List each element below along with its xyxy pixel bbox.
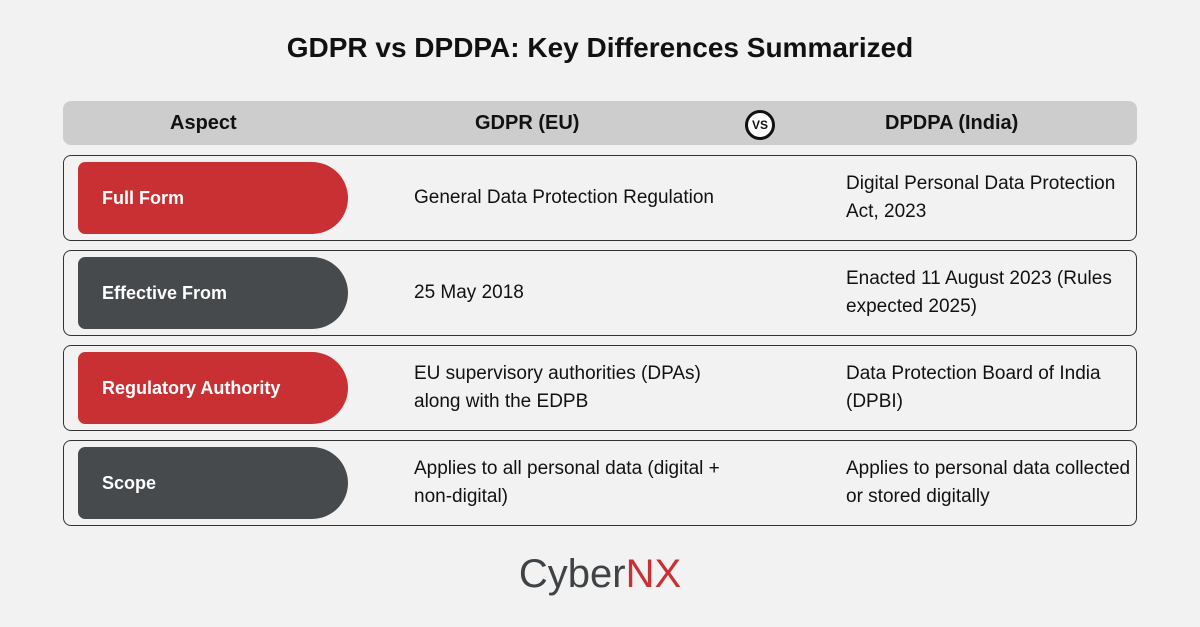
- gdpr-cell: EU supervisory authorities (DPAs) along …: [414, 363, 701, 412]
- table-header: Aspect GDPR (EU) VS DPDPA (India): [63, 101, 1137, 145]
- table-row: Scope Applies to all personal data (digi…: [63, 440, 1137, 526]
- table-row: Full Form General Data Protection Regula…: [63, 155, 1137, 241]
- gdpr-cell: Applies to all personal data (digital + …: [414, 458, 720, 507]
- aspect-pill: Regulatory Authority: [78, 352, 348, 424]
- logo-cyber: Cyber: [518, 552, 626, 596]
- table-row: Regulatory Authority EU supervisory auth…: [63, 345, 1137, 431]
- header-gdpr: GDPR (EU): [475, 112, 580, 134]
- gdpr-cell: 25 May 2018: [414, 282, 524, 303]
- vs-icon: VS: [745, 110, 775, 140]
- aspect-pill: Effective From: [78, 257, 348, 329]
- dpdpa-cell: Data Protection Board of India (DPBI): [846, 363, 1101, 412]
- logo-nx: NX: [625, 552, 682, 596]
- aspect-pill: Full Form: [78, 162, 348, 234]
- gdpr-cell: General Data Protection Regulation: [414, 187, 714, 208]
- dpdpa-cell: Applies to personal data collected or st…: [846, 458, 1131, 507]
- cybernx-logo: CyberNX: [0, 552, 1200, 597]
- header-dpdpa: DPDPA (India): [885, 112, 1019, 134]
- header-aspect: Aspect: [170, 112, 237, 134]
- dpdpa-cell: Enacted 11 August 2023 (Rules expected 2…: [846, 268, 1112, 317]
- page-title: GDPR vs DPDPA: Key Differences Summarize…: [286, 32, 914, 63]
- table-row: Effective From 25 May 2018 Enacted 11 Au…: [63, 250, 1137, 336]
- dpdpa-cell: Digital Personal Data Protection Act, 20…: [846, 173, 1116, 222]
- aspect-pill: Scope: [78, 447, 348, 519]
